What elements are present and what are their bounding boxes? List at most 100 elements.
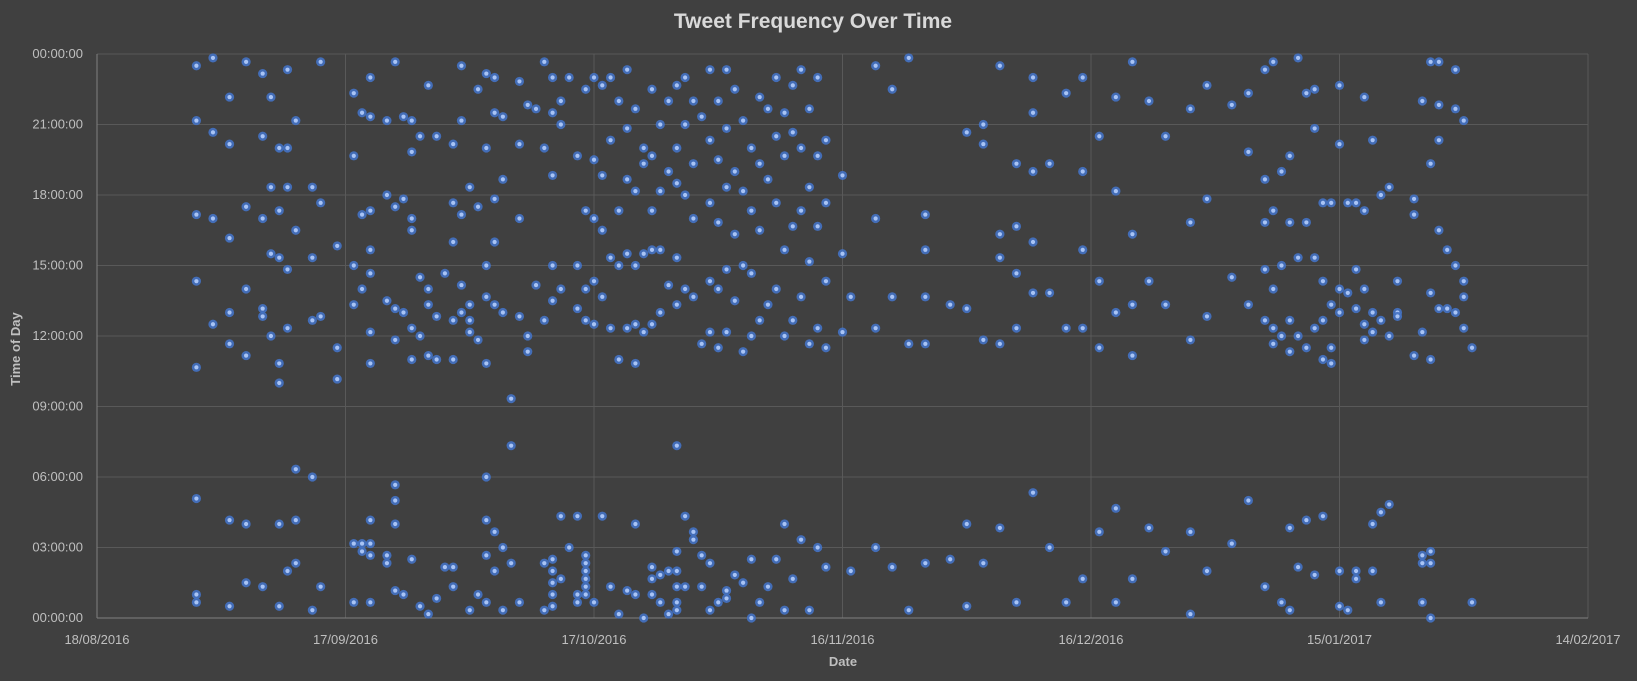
data-point <box>1061 597 1071 607</box>
data-point <box>398 112 409 122</box>
data-point <box>365 358 375 369</box>
data-point <box>1127 350 1138 361</box>
data-point <box>1450 104 1461 114</box>
data-point <box>266 182 276 192</box>
data-point <box>1202 311 1212 322</box>
data-point <box>813 151 823 161</box>
data-point <box>547 566 558 576</box>
data-point <box>1293 562 1303 572</box>
data-point <box>688 96 699 106</box>
data-point <box>1417 96 1427 106</box>
data-point <box>721 182 732 192</box>
data-point <box>614 609 624 619</box>
data-point <box>1376 190 1386 200</box>
data-point <box>1450 307 1461 318</box>
data-point <box>1334 307 1345 318</box>
data-point <box>1144 276 1154 286</box>
data-point <box>920 292 930 302</box>
data-point <box>498 307 508 318</box>
data-point <box>713 597 723 607</box>
data-point <box>556 96 566 106</box>
data-point <box>730 229 740 239</box>
x-tick-label: 17/09/2016 <box>313 632 378 647</box>
data-point <box>746 554 756 564</box>
data-point <box>688 213 699 224</box>
data-point <box>1028 288 1038 298</box>
data-point <box>266 331 276 341</box>
data-point <box>804 256 814 267</box>
data-point <box>1434 225 1444 235</box>
data-point <box>904 53 914 63</box>
data-point <box>738 186 748 196</box>
data-point <box>655 245 665 255</box>
data-point <box>672 546 682 557</box>
data-point <box>713 155 723 165</box>
data-point <box>514 76 525 87</box>
data-point <box>945 300 955 310</box>
data-point <box>581 558 591 568</box>
data-point <box>274 519 284 529</box>
data-point <box>539 558 549 568</box>
data-point <box>1276 260 1287 271</box>
data-point <box>191 276 201 286</box>
data-point <box>1368 566 1378 576</box>
data-point <box>481 515 491 525</box>
data-point <box>738 260 748 271</box>
data-point <box>1426 288 1436 298</box>
data-point <box>713 343 723 353</box>
data-point <box>672 605 682 615</box>
data-point <box>1144 96 1154 106</box>
data-point <box>721 327 732 337</box>
data-point <box>763 104 773 114</box>
data-point <box>382 296 392 306</box>
data-point <box>1310 123 1320 134</box>
data-point <box>1111 503 1121 513</box>
data-point <box>365 538 375 549</box>
data-point <box>547 578 558 588</box>
data-point <box>365 597 375 607</box>
data-points <box>191 53 1477 623</box>
data-point <box>697 550 707 560</box>
data-point <box>191 493 201 504</box>
data-point <box>415 601 425 611</box>
data-point <box>804 605 814 615</box>
data-point <box>1227 538 1237 549</box>
data-point <box>821 276 831 286</box>
data-point <box>581 84 591 94</box>
y-tick-label: 00:00:00 <box>32 46 83 61</box>
data-point <box>316 57 326 67</box>
data-point <box>282 65 293 75</box>
data-point <box>547 589 558 600</box>
data-point <box>1318 276 1328 286</box>
data-point <box>407 213 417 224</box>
data-point <box>978 558 988 568</box>
data-point <box>1078 245 1088 255</box>
data-point <box>680 72 690 83</box>
data-point <box>490 566 500 576</box>
data-point <box>208 319 218 329</box>
data-point <box>547 72 558 83</box>
data-point <box>432 593 442 604</box>
data-point <box>796 206 806 216</box>
data-point <box>423 609 433 619</box>
data-point <box>1442 303 1452 314</box>
data-point <box>1078 166 1088 177</box>
data-point <box>1094 276 1104 286</box>
data-point <box>448 582 458 592</box>
data-point <box>589 597 599 607</box>
data-point <box>639 249 649 259</box>
data-point <box>746 331 756 341</box>
x-tick-label: 16/12/2016 <box>1058 632 1123 647</box>
x-tick-label: 14/02/2017 <box>1555 632 1620 647</box>
data-point <box>672 582 682 592</box>
x-tick-label: 15/01/2017 <box>1307 632 1372 647</box>
data-point <box>332 374 342 384</box>
data-point <box>1326 198 1336 208</box>
data-point <box>779 151 790 161</box>
data-point <box>224 92 235 102</box>
data-point <box>705 327 715 337</box>
data-point <box>655 119 665 130</box>
data-point <box>581 582 591 592</box>
data-point <box>390 335 400 345</box>
data-point <box>755 225 765 235</box>
